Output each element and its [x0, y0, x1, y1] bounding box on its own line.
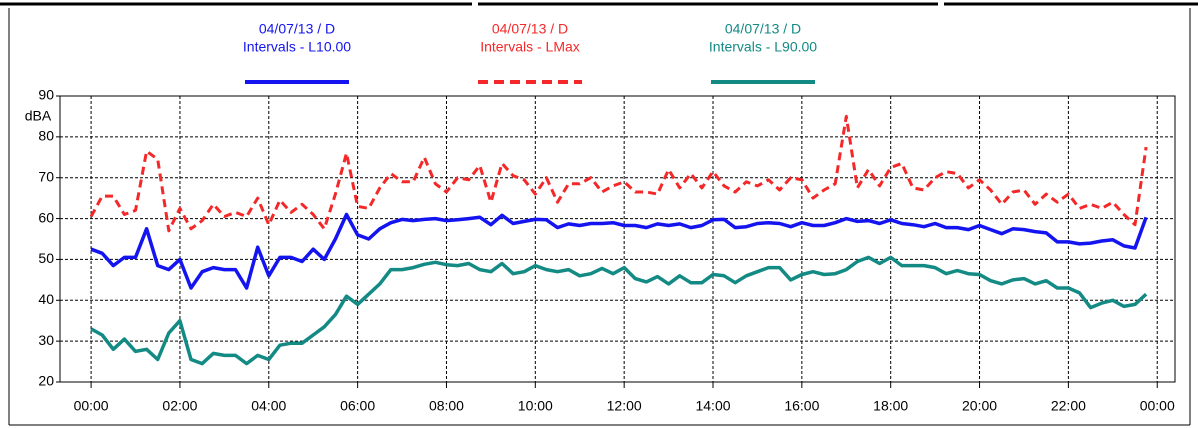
x-tick-label: 14:00	[695, 398, 730, 414]
legend-date: 04/07/13 / D	[725, 21, 801, 37]
x-tick-label: 08:00	[429, 398, 464, 414]
legend-date: 04/07/13 / D	[492, 21, 568, 37]
x-tick-label: 12:00	[607, 398, 642, 414]
y-axis-label: dBA	[25, 108, 52, 124]
y-tick-label: 60	[38, 209, 54, 225]
legend-label: Intervals - L90.00	[709, 39, 817, 55]
series-line	[89, 114, 1148, 233]
legend-date: 04/07/13 / D	[259, 21, 335, 37]
y-tick-label: 40	[38, 291, 54, 307]
y-tick-label: 50	[38, 250, 54, 266]
x-tick-label: 06:00	[340, 398, 375, 414]
x-tick-label: 00:00	[74, 398, 109, 414]
y-tick-label: 30	[38, 332, 54, 348]
series-line	[90, 255, 1148, 366]
x-tick-label: 00:00	[1140, 398, 1175, 414]
x-tick-label: 02:00	[162, 398, 197, 414]
x-tick-label: 10:00	[518, 398, 553, 414]
y-tick-label: 20	[38, 373, 54, 389]
x-tick-label: 20:00	[962, 398, 997, 414]
plot-area	[59, 95, 1176, 383]
series-line	[90, 212, 1148, 290]
legend-label: Intervals - LMax	[480, 39, 580, 55]
x-tick-label: 18:00	[873, 398, 908, 414]
x-tick-label: 16:00	[784, 398, 819, 414]
y-tick-label: 90	[38, 87, 54, 103]
y-tick-label: 70	[38, 168, 54, 184]
legend-label: Intervals - L10.00	[243, 39, 351, 55]
x-tick-label: 04:00	[251, 398, 286, 414]
y-tick-label: 80	[38, 128, 54, 144]
x-tick-label: 22:00	[1051, 398, 1086, 414]
